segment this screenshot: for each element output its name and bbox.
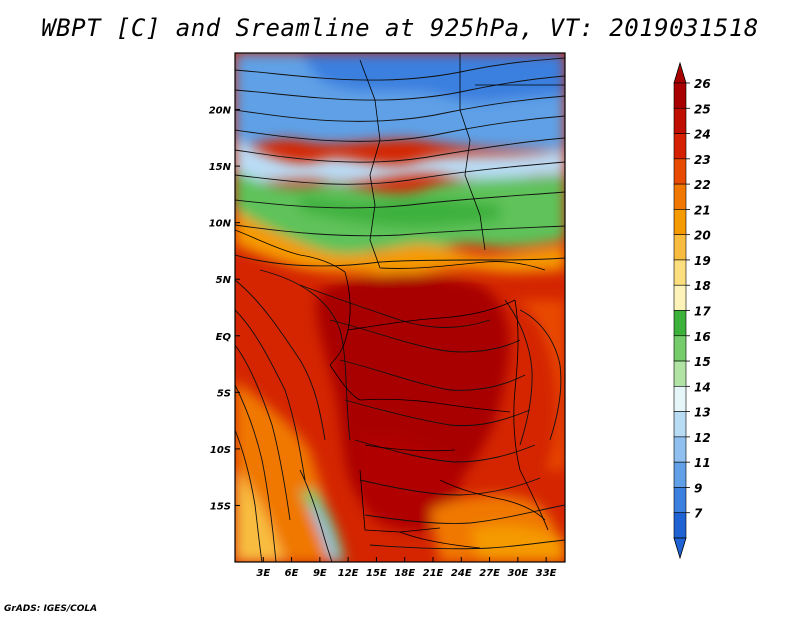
lat-tick-label: 20N (209, 106, 232, 117)
lon-tick-label: 9E (313, 568, 327, 579)
lon-tick-label: 27E (479, 568, 500, 579)
chart-title: WBPT [C] and Sreamline at 925hPa, VT: 20… (41, 14, 759, 42)
colorbar-label: 9 (694, 481, 702, 495)
colorbar-segment (673, 461, 687, 488)
country-boundaries (235, 53, 565, 549)
streamlines (235, 57, 565, 562)
colorbar: 26 25 24 23 22 21 20 19 18 17 16 15 14 13 12 11 9 7 (673, 61, 711, 560)
colorbar-label: 18 (694, 279, 711, 293)
colorbar-segment (673, 82, 687, 109)
lon-tick-label: 6E (285, 568, 299, 579)
lon-tick-label: 21E (423, 568, 444, 579)
colorbar-label: 15 (694, 355, 711, 369)
lat-tick-label: 5N (216, 275, 232, 286)
colorbar-segment (673, 487, 687, 514)
colorbar-segment (673, 436, 687, 463)
colorbar-label: 13 (694, 406, 711, 420)
colorbar-label: 12 (694, 431, 711, 445)
latitude-axis: 20N 15N 10N 5N EQ 5S 10S 15S (209, 106, 240, 512)
lon-tick-label: 33E (536, 568, 557, 579)
colorbar-label: 14 (694, 380, 711, 394)
lat-tick-label: 10N (209, 219, 232, 230)
colorbar-label: 11 (694, 456, 711, 470)
colorbar-segment (673, 386, 687, 412)
colorbar-segment (673, 259, 687, 286)
colorbar-label: 16 (694, 330, 711, 344)
colorbar-segment (673, 335, 687, 362)
lon-tick-label: 12E (338, 568, 359, 579)
grads-credit: GrADS: IGES/COLA (4, 604, 98, 614)
map-frame (234, 52, 566, 563)
colorbar-label: 24 (694, 128, 711, 142)
colorbar-segment (673, 284, 687, 311)
colorbar-label: 17 (694, 305, 711, 319)
colorbar-label: 21 (694, 203, 711, 217)
lat-tick-label: EQ (216, 332, 232, 343)
colorbar-segment (673, 411, 687, 438)
lat-tick-label: 10S (210, 445, 231, 456)
colorbar-bottom-arrow (673, 537, 687, 560)
colorbar-segment (673, 360, 687, 387)
colorbar-segment (673, 310, 687, 337)
colorbar-label: 20 (694, 229, 711, 243)
colorbar-segment (673, 107, 687, 134)
colorbar-segment (673, 183, 687, 210)
colorbar-label: 7 (694, 507, 703, 521)
lon-tick-label: 30E (507, 568, 528, 579)
longitude-axis: 3E 6E 9E 12E 15E 18E 21E 24E 27E 30E 33E (256, 557, 557, 579)
lon-tick-label: 24E (451, 568, 472, 579)
colorbar-label: 25 (694, 102, 711, 116)
colorbar-segment (673, 209, 687, 235)
colorbar-segment (673, 234, 687, 261)
lon-tick-label: 15E (366, 568, 387, 579)
colorbar-label: 22 (694, 178, 711, 192)
lat-tick-label: 15N (209, 162, 232, 173)
lat-tick-label: 15S (210, 501, 231, 512)
lat-tick-label: 5S (217, 388, 231, 399)
colorbar-top-arrow (673, 61, 687, 84)
colorbar-label: 26 (694, 77, 711, 91)
lon-tick-label: 18E (394, 568, 415, 579)
colorbar-label: 19 (694, 254, 711, 268)
colorbar-segment (673, 133, 687, 160)
lon-tick-label: 3E (256, 568, 270, 579)
colorbar-segment (673, 158, 687, 185)
colorbar-label: 23 (694, 153, 711, 167)
colorbar-segment (673, 512, 687, 539)
